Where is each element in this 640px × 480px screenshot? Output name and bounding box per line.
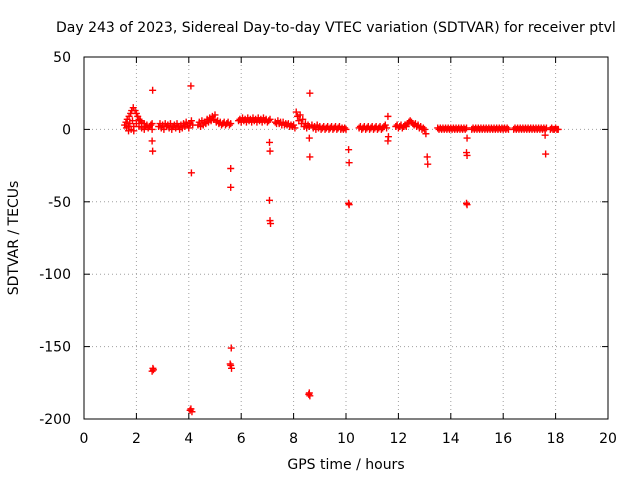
data-point: [345, 159, 353, 167]
data-point: [265, 138, 273, 146]
grid-lines: [84, 57, 608, 419]
x-tick-label: 12: [389, 431, 407, 447]
x-tick-label: 16: [494, 431, 512, 447]
data-point: [299, 115, 307, 123]
data-point: [228, 364, 236, 372]
data-point: [227, 164, 235, 172]
data-point: [554, 125, 562, 133]
data-point: [421, 125, 429, 133]
data-point: [147, 121, 155, 129]
data-point: [265, 117, 273, 125]
data-point: [267, 220, 275, 228]
y-tick-label: -100: [39, 267, 71, 283]
x-tick-labels: 0 2 4 6 8 10 12 14 16 18 20: [80, 431, 617, 447]
data-point: [463, 134, 471, 142]
data-point: [296, 111, 304, 119]
data-point: [306, 392, 314, 400]
data-point: [541, 131, 549, 139]
data-point: [384, 137, 392, 145]
x-axis-label: GPS time / hours: [287, 457, 404, 473]
data-point: [463, 201, 471, 209]
data-point: [148, 137, 156, 145]
data-point: [383, 124, 391, 132]
data-point: [542, 150, 550, 158]
data-point: [419, 124, 427, 132]
data-point: [227, 120, 235, 128]
axis-ticks: [83, 56, 609, 420]
x-tick-label: 0: [80, 431, 89, 447]
data-point: [266, 115, 274, 123]
x-tick-label: 18: [547, 431, 565, 447]
y-tick-label: -50: [48, 195, 71, 211]
data-point: [226, 360, 234, 368]
data-point: [128, 117, 136, 125]
data-point: [424, 160, 432, 168]
data-point: [305, 390, 313, 398]
data-point: [291, 124, 299, 132]
data-point: [503, 124, 511, 132]
data-point: [423, 153, 431, 161]
x-tick-label: 6: [237, 431, 246, 447]
data-point: [292, 108, 300, 116]
y-tick-label: 50: [53, 50, 71, 66]
data-point: [136, 117, 144, 125]
x-tick-label: 10: [337, 431, 355, 447]
y-tick-label: -200: [39, 412, 71, 428]
data-point: [211, 111, 219, 119]
x-tick-label: 20: [599, 431, 617, 447]
data-point: [384, 112, 392, 120]
chart-title: Day 243 of 2023, Sidereal Day-to-day VTE…: [56, 20, 616, 36]
data-point: [345, 146, 353, 154]
data-point: [148, 120, 156, 128]
data-point: [305, 134, 313, 142]
y-tick-label: 0: [62, 122, 71, 138]
data-point: [265, 196, 273, 204]
data-point: [187, 169, 195, 177]
data-point: [341, 124, 349, 132]
data-point: [342, 125, 350, 133]
data-point: [306, 89, 314, 97]
data-point: [463, 151, 471, 159]
data-point: [345, 201, 353, 209]
data-point: [266, 147, 274, 155]
x-tick-label: 4: [184, 431, 193, 447]
plot-frame: [83, 56, 609, 420]
data-point: [187, 117, 195, 125]
x-tick-label: 8: [289, 431, 298, 447]
y-axis-label: SDTVAR / TECUs: [6, 181, 22, 296]
data-points: [121, 82, 562, 416]
data-point: [306, 153, 314, 161]
x-tick-label: 2: [132, 431, 141, 447]
x-tick-label: 14: [442, 431, 460, 447]
data-point: [130, 127, 138, 135]
data-point: [149, 147, 157, 155]
y-tick-labels: -200 -150 -100 -50 0 50: [39, 50, 71, 428]
data-point: [149, 366, 157, 374]
y-tick-label: -150: [39, 340, 71, 356]
data-point: [461, 125, 469, 133]
data-point: [187, 82, 195, 90]
data-point: [225, 121, 233, 129]
data-point: [140, 125, 148, 133]
data-point: [186, 406, 194, 414]
data-point: [227, 183, 235, 191]
data-point: [227, 344, 235, 352]
data-point: [149, 86, 157, 94]
data-point: [463, 124, 471, 132]
data-point: [148, 367, 156, 375]
data-point: [422, 130, 430, 138]
data-point: [185, 124, 193, 132]
